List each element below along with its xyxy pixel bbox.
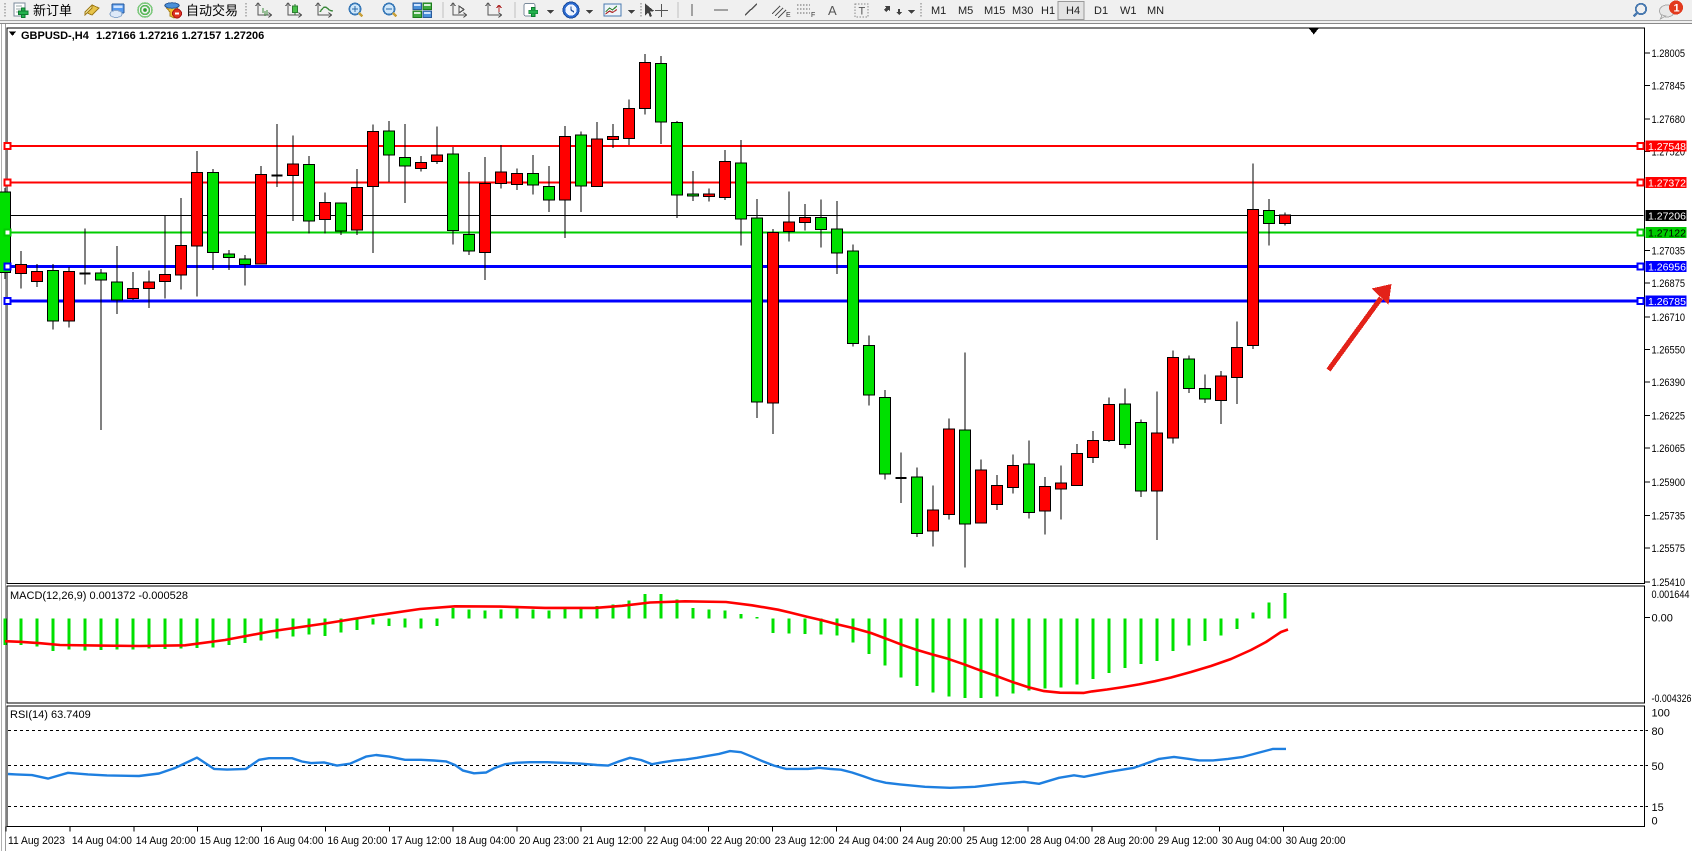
svg-text:M5: M5: [958, 5, 973, 17]
svg-text:1.27372: 1.27372: [1648, 178, 1686, 190]
svg-text:30 Aug 04:00: 30 Aug 04:00: [1222, 835, 1282, 847]
svg-text:1.27845: 1.27845: [1652, 80, 1686, 92]
svg-text:MACD(12,26,9) 0.001372 -0.0005: MACD(12,26,9) 0.001372 -0.000528: [10, 590, 188, 602]
svg-text:50: 50: [1652, 761, 1664, 773]
svg-text:新订单: 新订单: [33, 3, 72, 18]
svg-text:1.26956: 1.26956: [1648, 262, 1686, 274]
svg-text:21 Aug 12:00: 21 Aug 12:00: [583, 835, 643, 847]
svg-text:1.25575: 1.25575: [1652, 543, 1686, 555]
svg-text:30 Aug 20:00: 30 Aug 20:00: [1286, 835, 1346, 847]
svg-text:1.26710: 1.26710: [1652, 312, 1686, 324]
svg-text:1.25735: 1.25735: [1652, 511, 1686, 523]
svg-text:24 Aug 20:00: 24 Aug 20:00: [902, 835, 962, 847]
svg-text:15 Aug 12:00: 15 Aug 12:00: [200, 835, 260, 847]
svg-text:22 Aug 20:00: 22 Aug 20:00: [711, 835, 771, 847]
svg-text:0: 0: [1652, 816, 1658, 828]
svg-text:29 Aug 12:00: 29 Aug 12:00: [1158, 835, 1218, 847]
svg-text:H1: H1: [1041, 5, 1055, 17]
svg-text:25 Aug 12:00: 25 Aug 12:00: [966, 835, 1026, 847]
svg-text:-0.004326: -0.004326: [1652, 693, 1692, 705]
svg-text:23 Aug 12:00: 23 Aug 12:00: [775, 835, 835, 847]
svg-text:80: 80: [1652, 726, 1664, 738]
svg-text:M30: M30: [1012, 5, 1033, 17]
svg-text:1: 1: [1674, 3, 1680, 15]
svg-text:1.26875: 1.26875: [1652, 278, 1686, 290]
svg-text:0.00: 0.00: [1652, 613, 1673, 625]
svg-text:28 Aug 04:00: 28 Aug 04:00: [1030, 835, 1090, 847]
svg-text:M15: M15: [984, 5, 1005, 17]
svg-text:28 Aug 20:00: 28 Aug 20:00: [1094, 835, 1154, 847]
svg-text:18 Aug 04:00: 18 Aug 04:00: [455, 835, 515, 847]
svg-text:GBPUSD-,H4: GBPUSD-,H4: [21, 30, 90, 42]
svg-text:自动交易: 自动交易: [186, 3, 238, 18]
svg-text:14 Aug 20:00: 14 Aug 20:00: [136, 835, 196, 847]
svg-text:22 Aug 04:00: 22 Aug 04:00: [647, 835, 707, 847]
svg-text:1.28005: 1.28005: [1652, 48, 1686, 60]
svg-text:D1: D1: [1094, 5, 1108, 17]
svg-text:0.001644: 0.001644: [1652, 589, 1690, 601]
svg-text:16 Aug 04:00: 16 Aug 04:00: [264, 835, 324, 847]
svg-text:1.26785: 1.26785: [1648, 296, 1686, 308]
svg-text:1.27206: 1.27206: [1648, 211, 1686, 223]
svg-text:1.27122: 1.27122: [1648, 228, 1686, 240]
svg-text:11 Aug 2023: 11 Aug 2023: [8, 835, 65, 847]
svg-text:14 Aug 04:00: 14 Aug 04:00: [72, 835, 132, 847]
svg-text:17 Aug 12:00: 17 Aug 12:00: [391, 835, 451, 847]
svg-text:A: A: [828, 3, 837, 18]
svg-text:T: T: [859, 6, 866, 18]
svg-text:1.26225: 1.26225: [1652, 411, 1686, 423]
svg-text:1.27548: 1.27548: [1648, 141, 1686, 153]
svg-text:16 Aug 20:00: 16 Aug 20:00: [327, 835, 387, 847]
svg-text:1.27680: 1.27680: [1652, 114, 1686, 126]
svg-text:1.27035: 1.27035: [1652, 246, 1686, 258]
svg-text:1.25900: 1.25900: [1652, 477, 1686, 489]
svg-text:MN: MN: [1147, 5, 1164, 17]
svg-text:RSI(14) 63.7409: RSI(14) 63.7409: [10, 709, 91, 721]
svg-text:1.26390: 1.26390: [1652, 377, 1686, 389]
svg-text:100: 100: [1652, 708, 1670, 720]
svg-text:1.27166 1.27216 1.27157 1.2720: 1.27166 1.27216 1.27157 1.27206: [96, 30, 264, 42]
svg-text:W1: W1: [1120, 5, 1137, 17]
svg-text:1.26550: 1.26550: [1652, 344, 1686, 356]
svg-text:H4: H4: [1066, 5, 1080, 17]
svg-text:20 Aug 23:00: 20 Aug 23:00: [519, 835, 579, 847]
svg-text:1.26065: 1.26065: [1652, 443, 1686, 455]
svg-text:M1: M1: [931, 5, 946, 17]
svg-text:F: F: [811, 12, 815, 19]
svg-text:15: 15: [1652, 802, 1664, 814]
svg-text:24 Aug 04:00: 24 Aug 04:00: [838, 835, 898, 847]
svg-text:E: E: [786, 12, 791, 19]
svg-text:1.25410: 1.25410: [1652, 577, 1686, 589]
